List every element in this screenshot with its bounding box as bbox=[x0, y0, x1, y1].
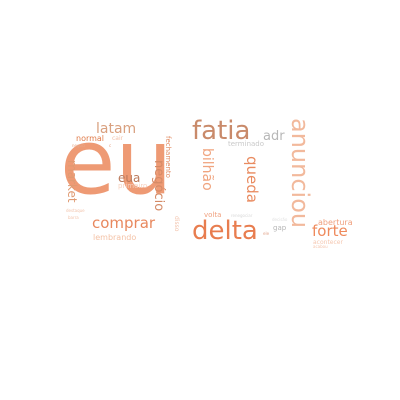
cloud-word: terminado bbox=[228, 140, 265, 148]
cloud-word: normal bbox=[76, 134, 105, 143]
cloud-word: ele bbox=[263, 231, 270, 236]
cloud-word: anunciou bbox=[286, 118, 314, 229]
cloud-word: eua bbox=[118, 171, 141, 185]
cloud-word: disso bbox=[173, 216, 180, 232]
cloud-word: bilhão bbox=[199, 148, 215, 191]
cloud-word: negoci bbox=[72, 143, 86, 148]
cloud-word: lembrando bbox=[93, 233, 137, 242]
cloud-word: c bbox=[109, 143, 112, 148]
cloud-word: cair bbox=[112, 135, 124, 142]
cloud-word: volta bbox=[204, 211, 222, 219]
cloud-word: queda bbox=[243, 156, 261, 203]
cloud-word: forte bbox=[312, 222, 348, 240]
cloud-word: eu bbox=[60, 110, 173, 215]
cloud-word: market bbox=[65, 160, 79, 203]
cloud-word: gap bbox=[273, 224, 287, 232]
cloud-word: acabou bbox=[313, 244, 328, 249]
cloud-word: delta bbox=[192, 216, 258, 246]
cloud-word: decisão bbox=[272, 217, 288, 222]
cloud-word: fatia bbox=[192, 116, 251, 146]
cloud-word: primeiro bbox=[118, 182, 148, 190]
cloud-word: comprar bbox=[92, 214, 156, 232]
cloud-word: acontecer bbox=[313, 239, 343, 246]
cloud-word: renegociar bbox=[231, 213, 253, 218]
cloud-word: adr bbox=[263, 129, 285, 144]
cloud-word: barra bbox=[68, 215, 79, 220]
cloud-word: fechamento bbox=[164, 136, 172, 178]
cloud-word: abertura bbox=[318, 218, 353, 227]
cloud-word: negócio bbox=[151, 160, 166, 212]
cloud-word: latam bbox=[96, 121, 137, 137]
cloud-word: destaque bbox=[66, 208, 85, 213]
